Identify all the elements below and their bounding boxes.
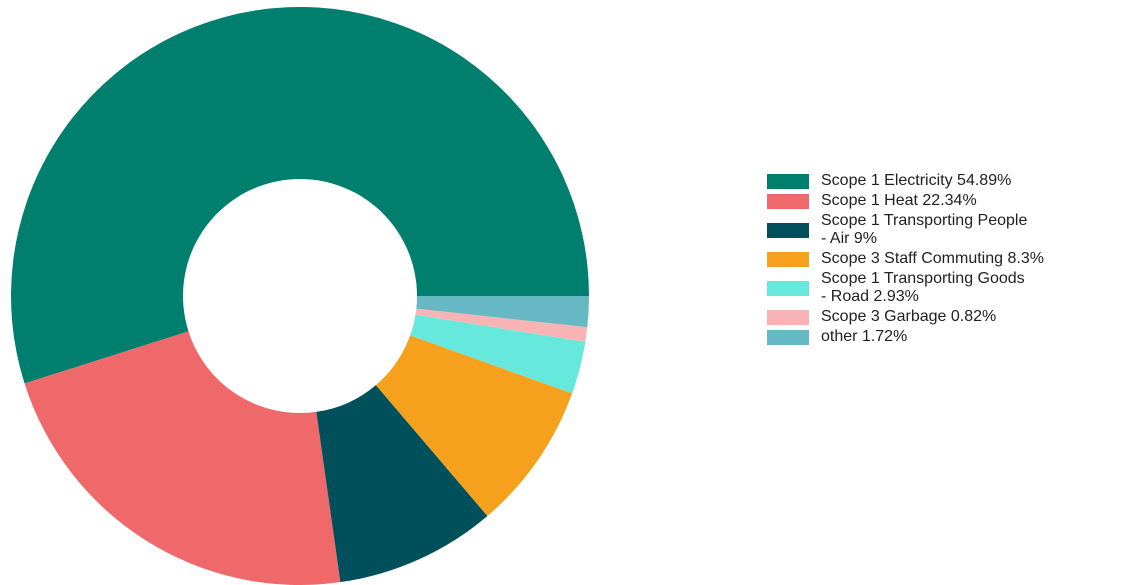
legend-label: other 1.72% xyxy=(821,328,908,345)
legend-swatch xyxy=(767,251,809,267)
legend-item[interactable]: Scope 3 Staff Commuting 8.3% xyxy=(767,250,1137,268)
chart-legend: Scope 1 Electricity 54.89% Scope 1 Heat 2… xyxy=(767,172,1137,348)
slice-other[interactable] xyxy=(416,296,589,328)
legend-item[interactable]: Scope 1 Heat 22.34% xyxy=(767,192,1137,210)
legend-swatch xyxy=(767,309,809,325)
legend-label: Scope 3 Staff Commuting 8.3% xyxy=(821,250,1044,267)
slice-scope-1-electricity[interactable] xyxy=(10,7,589,384)
legend-item[interactable]: Scope 1 Electricity 54.89% xyxy=(767,172,1137,190)
slice-scope-1-transporting-people-air[interactable] xyxy=(316,385,488,583)
legend-item[interactable]: other 1.72% xyxy=(767,328,1137,346)
legend-swatch xyxy=(767,193,809,209)
legend-label: Scope 1 Transporting People - Air 9% xyxy=(821,212,1028,247)
legend-swatch xyxy=(767,280,809,296)
slice-scope-3-garbage[interactable] xyxy=(415,308,588,342)
slice-scope-1-transporting-goods-road[interactable] xyxy=(410,314,586,394)
slice-scope-3-staff-commuting[interactable] xyxy=(375,335,573,516)
legend-label: Scope 1 Heat 22.34% xyxy=(821,192,977,209)
legend-item[interactable]: Scope 3 Garbage 0.82% xyxy=(767,308,1137,326)
legend-item[interactable]: Scope 1 Transporting Goods - Road 2.93% xyxy=(767,270,1137,306)
legend-label: Scope 1 Electricity 54.89% xyxy=(821,172,1012,189)
legend-label: Scope 1 Transporting Goods - Road 2.93% xyxy=(821,270,1025,305)
donut-chart xyxy=(10,7,589,585)
legend-label: Scope 3 Garbage 0.82% xyxy=(821,308,997,325)
legend-swatch xyxy=(767,222,809,238)
legend-item[interactable]: Scope 1 Transporting People - Air 9% xyxy=(767,212,1137,248)
slice-scope-1-heat[interactable] xyxy=(24,331,341,585)
legend-swatch xyxy=(767,173,809,189)
legend-swatch xyxy=(767,329,809,345)
